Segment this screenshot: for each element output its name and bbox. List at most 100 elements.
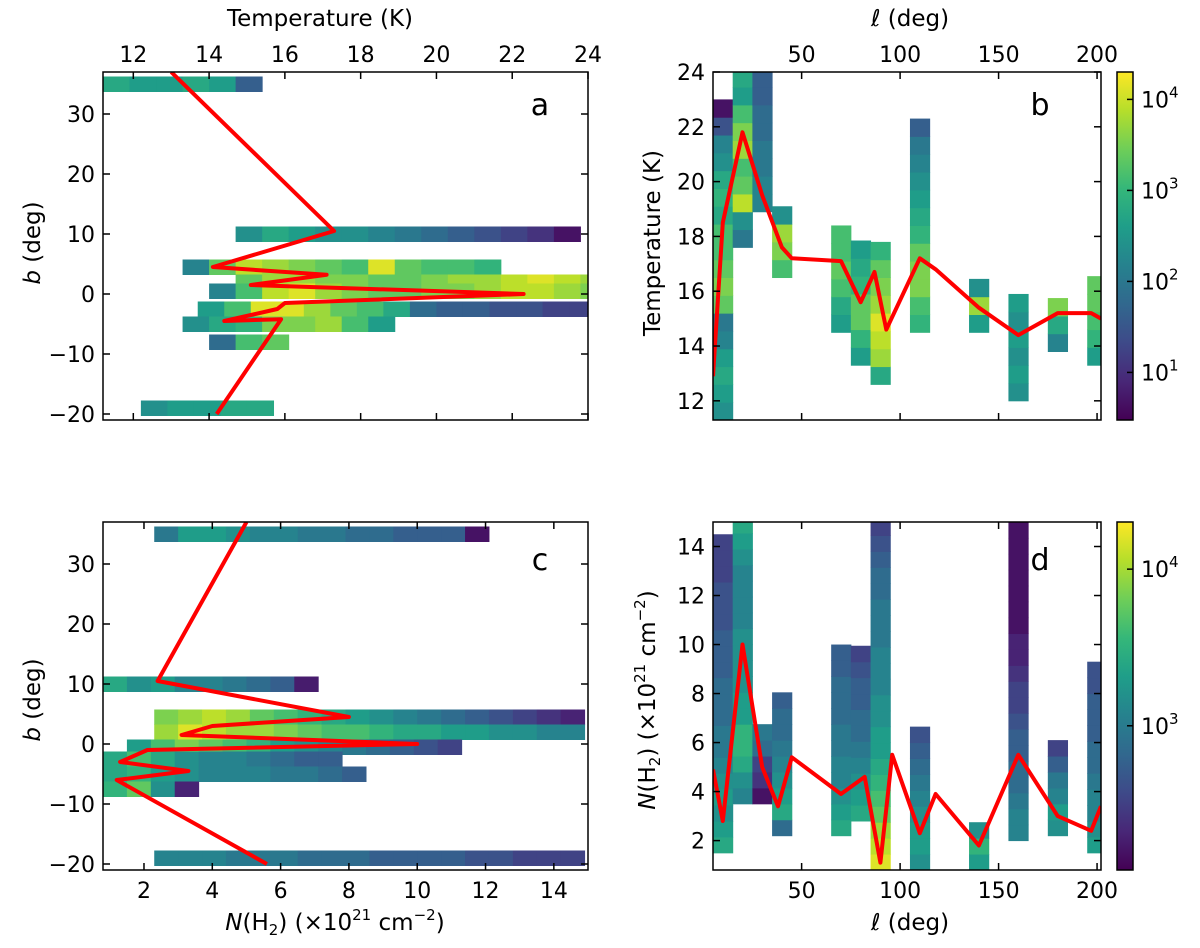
heatmap-cell bbox=[713, 259, 734, 279]
panel-d-ylabel: N(H2) (×1021 cm−2) bbox=[631, 590, 664, 809]
y-tick-label: 0 bbox=[81, 283, 95, 308]
heatmap-cell bbox=[140, 400, 168, 416]
heatmap-cell bbox=[713, 241, 734, 261]
heatmap-cell bbox=[488, 724, 514, 740]
panel-d-frame bbox=[712, 521, 1102, 871]
heatmap-cell bbox=[553, 283, 581, 299]
heatmap-cell bbox=[273, 850, 299, 866]
heatmap-cell bbox=[1087, 661, 1101, 679]
heatmap-cell bbox=[732, 193, 753, 213]
heatmap-cell bbox=[1087, 293, 1101, 313]
x-tick-label: 150 bbox=[978, 43, 1020, 68]
heatmap-cell bbox=[713, 99, 734, 118]
heatmap-cell bbox=[831, 644, 852, 661]
heatmap-cell bbox=[368, 226, 396, 242]
heatmap-cell bbox=[732, 104, 753, 124]
heatmap-cell bbox=[536, 724, 562, 740]
heatmap-cell bbox=[732, 548, 753, 566]
heatmap-cell bbox=[713, 613, 734, 631]
colorbar-tick-label: 103 bbox=[1141, 710, 1179, 740]
heatmap-cell bbox=[441, 709, 466, 725]
heatmap-cell bbox=[288, 316, 316, 332]
panel-d-xlabel: ℓ (deg) bbox=[870, 910, 949, 936]
heatmap-cell bbox=[413, 739, 439, 755]
x-tick-label: 18 bbox=[347, 43, 375, 68]
heatmap-cell bbox=[527, 226, 555, 242]
heatmap-cell bbox=[732, 87, 753, 106]
heatmap-cell bbox=[713, 597, 734, 615]
x-tick-label: 200 bbox=[1076, 43, 1118, 68]
heatmap-cell bbox=[752, 140, 773, 159]
heatmap-cell bbox=[182, 259, 210, 275]
colorbar-tick-label: 102 bbox=[1141, 265, 1179, 295]
heatmap-cell bbox=[1008, 776, 1029, 794]
heatmap-cell bbox=[249, 526, 275, 542]
heatmap-cell bbox=[713, 152, 734, 172]
x-tick-label: 24 bbox=[574, 43, 602, 68]
heatmap-cell bbox=[909, 278, 931, 298]
heatmap-cell bbox=[772, 724, 793, 741]
x-tick-label: 22 bbox=[498, 43, 526, 68]
heatmap-cell bbox=[150, 751, 176, 767]
heatmap-cell bbox=[178, 526, 203, 542]
panel-a: 12 14 16 18 20 22 24 −20 −10 0 10 20 30 a Temperatu… bbox=[20, 6, 602, 428]
panel-d-ylabel-close: ) bbox=[635, 590, 661, 599]
heatmap-cell bbox=[154, 724, 179, 740]
heatmap-cell bbox=[909, 243, 931, 262]
heatmap-cell bbox=[224, 301, 252, 317]
heatmap-cell bbox=[831, 676, 852, 693]
heatmap-cell bbox=[209, 283, 237, 299]
panel-c-xlabel-h: (H bbox=[243, 910, 269, 936]
heatmap-cell bbox=[174, 751, 200, 767]
heatmap-cell bbox=[870, 694, 891, 712]
colorbar-top-gradient bbox=[1117, 72, 1133, 420]
heatmap-cell bbox=[542, 301, 570, 317]
x-tick-label: 150 bbox=[978, 879, 1020, 904]
heatmap-cell bbox=[909, 172, 931, 191]
heatmap-cell bbox=[969, 854, 990, 870]
panel-d-xlabel-unit: (deg) bbox=[880, 910, 949, 936]
panel-a-x-axis: 12 14 16 18 20 22 24 bbox=[119, 43, 602, 420]
heatmap-cell bbox=[225, 709, 251, 725]
heatmap-cell bbox=[318, 751, 343, 767]
heatmap-cell bbox=[345, 724, 370, 740]
panel-c-heatmap bbox=[103, 526, 586, 866]
heatmap-cell bbox=[909, 758, 931, 775]
panel-c-mean-curve bbox=[114, 522, 420, 866]
heatmap-cell bbox=[713, 534, 734, 551]
heatmap-cell bbox=[752, 740, 773, 757]
heatmap-cell bbox=[341, 316, 369, 332]
panel-d-ylabel-h: (H bbox=[635, 766, 661, 792]
heatmap-cell bbox=[154, 709, 179, 725]
y-tick-label: 8 bbox=[691, 683, 705, 708]
panel-c-ylabel-unit: (deg) bbox=[20, 658, 46, 727]
heatmap-cell bbox=[732, 211, 753, 231]
heatmap-cell bbox=[202, 526, 227, 542]
colorbar-tick-base: 10 bbox=[1141, 88, 1169, 113]
heatmap-cell bbox=[103, 676, 128, 692]
heatmap-cell bbox=[1008, 522, 1029, 539]
x-tick-label: 8 bbox=[342, 879, 356, 904]
heatmap-cell bbox=[870, 631, 891, 648]
heatmap-cell bbox=[1087, 725, 1101, 742]
heatmap-cell bbox=[321, 850, 346, 866]
y-tick-label: 4 bbox=[691, 781, 705, 806]
heatmap-cell bbox=[870, 774, 891, 791]
heatmap-cell bbox=[447, 259, 475, 275]
panel-d-ylabel-sup21: 21 bbox=[631, 664, 649, 683]
heatmap-cell bbox=[732, 522, 753, 534]
heatmap-cell bbox=[850, 645, 872, 663]
panel-a-label: a bbox=[531, 88, 549, 123]
panel-b-label: b bbox=[1030, 88, 1049, 123]
heatmap-cell bbox=[909, 790, 931, 807]
x-tick-label: 2 bbox=[137, 879, 151, 904]
heatmap-cell bbox=[488, 850, 514, 866]
x-tick-label: 14 bbox=[195, 43, 223, 68]
y-tick-label: 10 bbox=[67, 223, 95, 248]
x-tick-label: 16 bbox=[271, 43, 299, 68]
heatmap-cell bbox=[732, 564, 753, 582]
heatmap-cell bbox=[1008, 633, 1029, 650]
heatmap-cell bbox=[294, 676, 319, 692]
y-tick-label: −10 bbox=[49, 793, 95, 818]
heatmap-cell bbox=[732, 580, 753, 598]
